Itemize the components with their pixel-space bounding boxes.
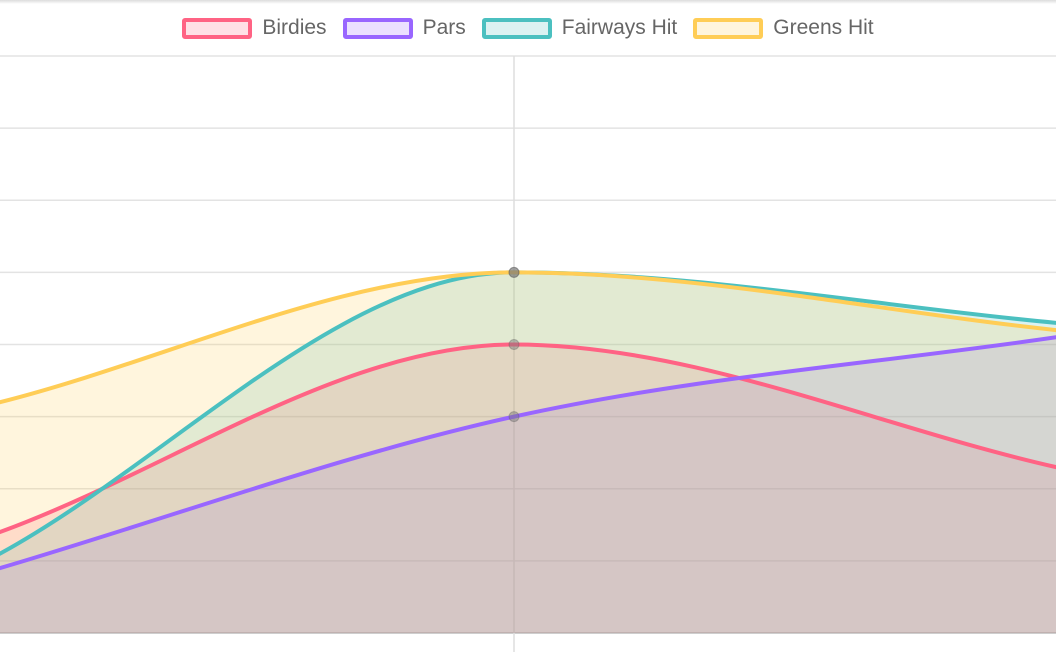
series-line-birdies[interactable] <box>0 342 1056 535</box>
chart-legend: Birdies Pars Fairways Hit Greens Hit <box>0 8 1056 48</box>
legend-swatch-birdies <box>182 17 253 39</box>
data-point-greens-hit[interactable] <box>508 266 520 278</box>
data-point-pars[interactable] <box>508 411 520 423</box>
series-areas <box>0 272 1056 633</box>
area-fill-fairways-hit <box>0 272 1056 633</box>
legend-label-birdies: Birdies <box>262 16 327 39</box>
data-point-fairways-hit[interactable] <box>508 266 520 278</box>
legend-swatch-pars <box>342 17 413 39</box>
legend-label-greens-hit: Greens Hit <box>773 16 874 39</box>
data-point-birdies[interactable] <box>508 339 520 350</box>
series-points <box>508 266 520 423</box>
legend-item-birdies[interactable]: Birdies <box>182 16 327 40</box>
area-fill-birdies <box>0 344 1056 633</box>
area-fill-greens-hit <box>0 272 1056 633</box>
series-line-pars[interactable] <box>0 335 1056 571</box>
legend-item-fairways-hit[interactable]: Fairways Hit <box>481 16 678 40</box>
legend-item-greens-hit[interactable]: Greens Hit <box>693 16 874 40</box>
top-shadow <box>0 0 1056 4</box>
legend-label-pars: Pars <box>422 16 466 39</box>
legend-item-pars[interactable]: Pars <box>342 16 466 40</box>
legend-label-fairways-hit: Fairways Hit <box>561 16 678 39</box>
series-line-greens-hit[interactable] <box>0 270 1056 405</box>
legend-swatch-fairways-hit <box>481 17 552 39</box>
series-lines <box>0 270 1056 571</box>
legend-swatch-greens-hit <box>693 17 764 39</box>
area-fill-pars <box>0 337 1056 633</box>
